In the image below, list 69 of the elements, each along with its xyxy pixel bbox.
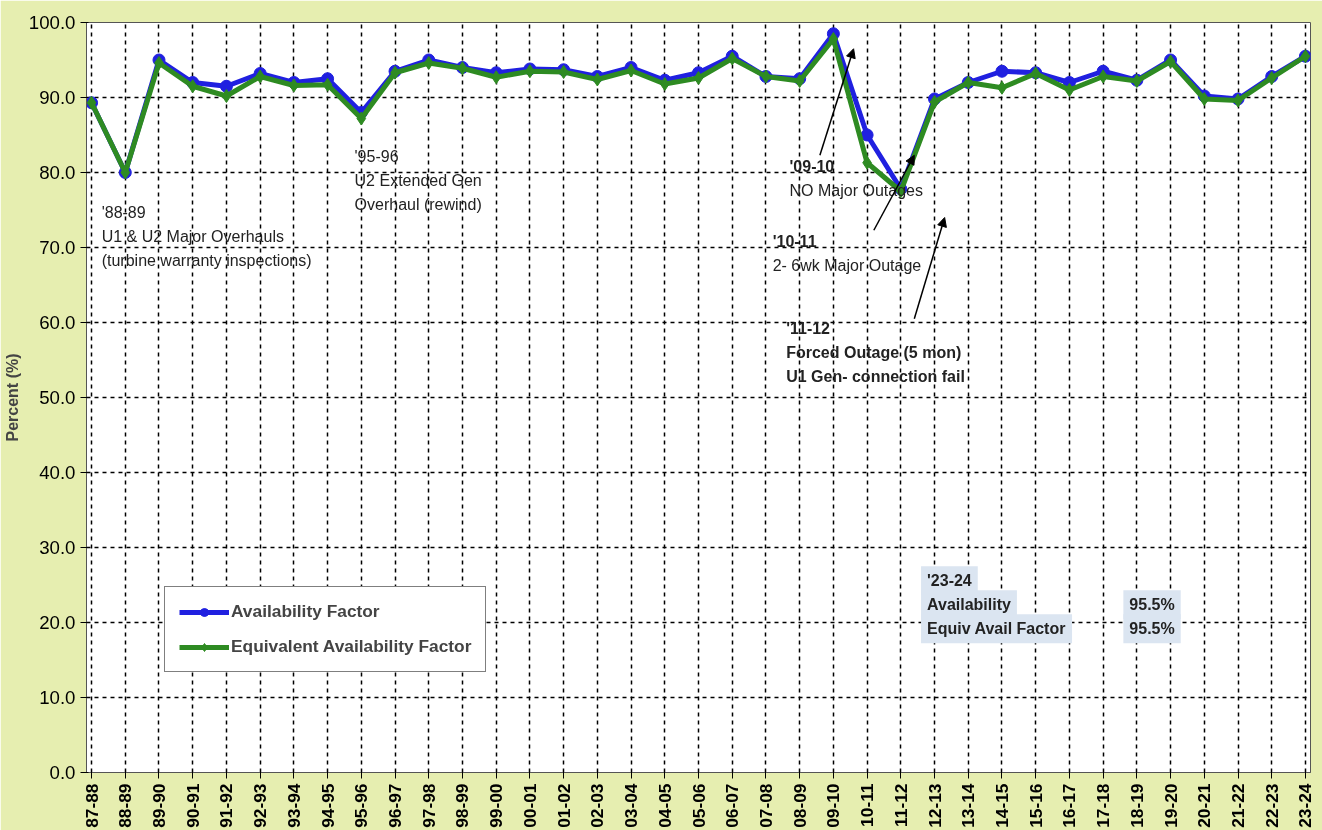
x-tick-label: 00-01 [519,783,540,828]
point [828,32,839,46]
text: '23-24 Availability 95.5% Equiv Avail Factor 95.5% [927,572,1175,638]
point [187,79,198,94]
x-tick-label: 91-92 [216,783,237,828]
legend-label: Equivalent Availability Factor [231,636,472,657]
point [659,77,670,91]
x-tick-label: 16-17 [1059,783,1080,828]
point [322,77,333,92]
y-tick-label: 90.0 [39,87,76,108]
x-tick-label: 12-13 [924,783,945,828]
x-tick-label: 96-97 [385,783,406,828]
x-tick-label: 89-90 [149,783,169,828]
x-tick-label: 23-24 [1295,783,1316,828]
x-tick-label: 06-07 [722,783,743,828]
x-tick-label: 11-12 [890,783,911,827]
x-tick-label: 01-02 [553,783,574,828]
x-tick-label: 19-20 [1160,783,1181,828]
x-tick-label: 95-96 [351,783,372,828]
x-tick-label: 14-15 [991,783,1012,828]
x-tick-label: 05-06 [688,783,709,828]
x-tick-label: 99-00 [486,783,507,828]
x-tick-label: 17-18 [1093,783,1114,828]
y-tick-label: 50.0 [39,387,76,408]
x-tick-label: 97-98 [418,783,439,828]
point [491,70,502,85]
x-tick-label: 18-19 [1126,783,1147,828]
point [356,111,367,126]
y-tick-label: 100.0 [28,12,76,33]
x-tick-label: 04-05 [654,783,675,828]
y-tick-label: 60.0 [39,312,76,333]
y-tick-label: 20.0 [39,612,76,633]
x-tick-label: 02-03 [587,783,608,828]
x-tick-label: 92-93 [250,783,271,828]
x-tick-label: 07-08 [755,783,776,828]
x-tick-label: 08-09 [789,783,810,828]
y-tick-label: 80.0 [39,162,76,183]
point [860,128,874,142]
point [995,64,1009,78]
y-tick-label: 70.0 [39,237,76,258]
y-tick-label: 40.0 [39,462,76,483]
point [219,79,233,93]
y-tick-label: 0.0 [49,762,76,783]
x-tick-label: 98-99 [452,783,473,828]
annotation: '95-96 U2 Extended Gen Overhaul (rewind) [354,147,482,213]
point [693,71,704,85]
legend-label: Availability Factor [231,601,380,622]
x-tick-label: 09-10 [823,783,844,828]
point [1064,83,1075,97]
x-tick-label: 90-91 [182,783,203,828]
annotation: '11-12 Forced Outage (5 mon) U1 Gen- connection fail [786,320,965,386]
x-tick-label: 13-14 [958,783,979,828]
x-tick-label: 10-11 [857,783,878,827]
x-tick-label: 87-88 [81,783,102,828]
point [592,72,603,87]
x-tick-label: 21-22 [1228,783,1248,828]
x-tick-label: 15-16 [1025,783,1046,828]
annotation: '88-89 U1 & U2 Major Overhauls (turbine warranty inspections) [101,204,312,269]
y-tick-label: 10.0 [39,687,76,708]
y-axis-title: Percent (%) [3,353,21,442]
x-tick-label: 88-89 [115,783,136,828]
y-tick-label: 30.0 [39,537,76,558]
x-tick-label: 94-95 [317,783,338,828]
x-tick-label: 20-21 [1194,783,1215,828]
annotation: '10-11 2- 6wk Major Outage [772,232,922,274]
point [221,89,232,103]
x-tick-label: 93-94 [283,783,304,828]
x-tick-label: 22-23 [1261,783,1282,828]
x-tick-label: 03-04 [621,783,642,828]
